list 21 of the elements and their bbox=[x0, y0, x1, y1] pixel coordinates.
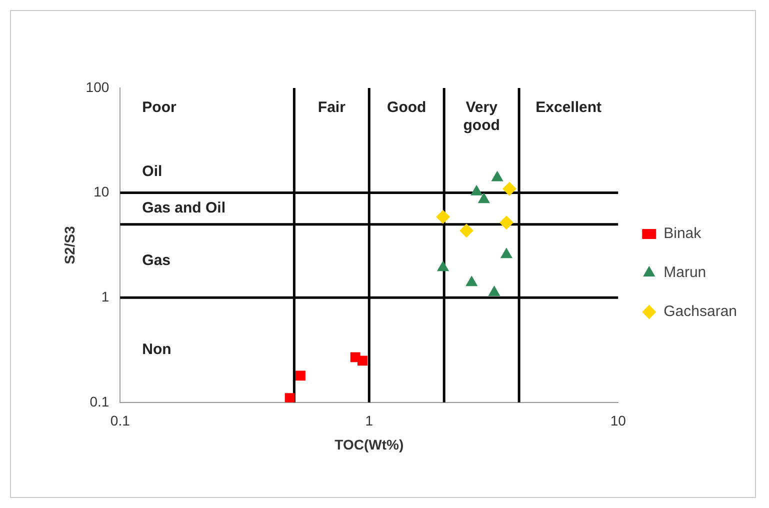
legend-label: Gachsaran bbox=[664, 303, 737, 320]
y-tick-label: 0.1 bbox=[90, 393, 110, 410]
annotation: Gas bbox=[142, 252, 171, 270]
annotation: Very good bbox=[463, 99, 500, 134]
legend-label: Marun bbox=[664, 264, 706, 282]
annotation: Gas and Oil bbox=[142, 200, 226, 217]
x-tick-label: 1 bbox=[365, 412, 374, 429]
annotation: Oil bbox=[142, 162, 162, 180]
y-tick-label: 10 bbox=[94, 184, 110, 200]
annotation: Good bbox=[387, 99, 426, 116]
y-tick-label: 100 bbox=[86, 78, 110, 95]
annotation: Excellent bbox=[536, 99, 602, 116]
y-axis-title: S2/S3 bbox=[61, 226, 78, 264]
y-tick-label: 1 bbox=[101, 288, 110, 304]
annotation: Fair bbox=[318, 99, 346, 116]
x-tick-label: 10 bbox=[610, 412, 626, 429]
legend-label: Binak bbox=[664, 225, 702, 242]
x-axis-title: TOC(Wt%) bbox=[334, 436, 404, 452]
x-tick-label: 0.1 bbox=[110, 412, 130, 429]
annotation: Poor bbox=[142, 99, 176, 116]
annotation: Non bbox=[142, 341, 172, 358]
